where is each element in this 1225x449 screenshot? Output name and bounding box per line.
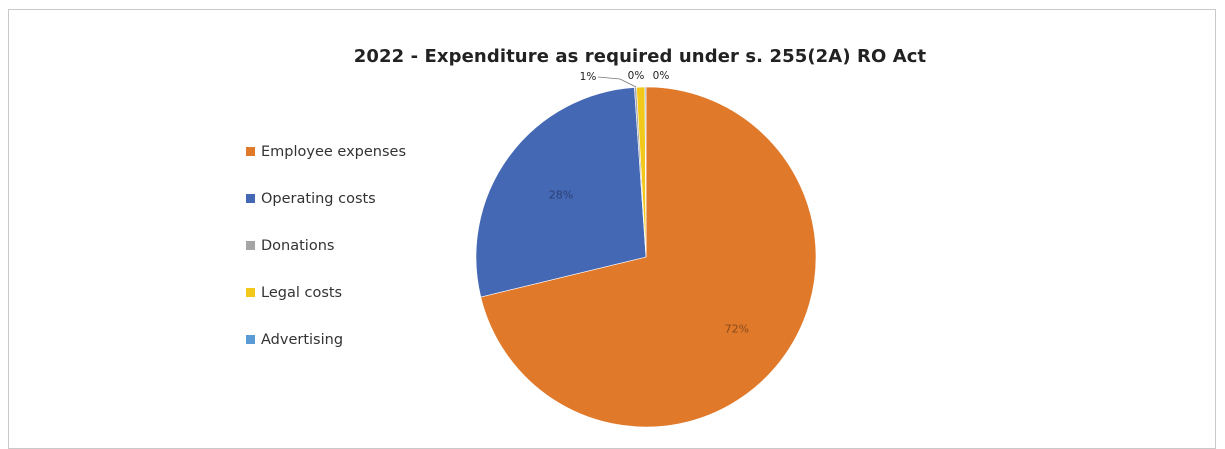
legend-item-donations: Donations bbox=[246, 222, 406, 269]
pie-chart: 72% 28% 1% 0% 0% bbox=[475, 70, 817, 428]
legend-swatch-operating-costs bbox=[246, 194, 255, 203]
legend-item-operating-costs: Operating costs bbox=[246, 175, 406, 222]
legend: Employee expenses Operating costs Donati… bbox=[246, 128, 406, 363]
legend-label-employee-expenses: Employee expenses bbox=[261, 143, 407, 160]
legend-swatch-employee-expenses bbox=[246, 147, 255, 156]
leader-line-donations bbox=[597, 76, 637, 88]
legend-item-advertising: Advertising bbox=[246, 316, 406, 363]
legend-label-advertising: Advertising bbox=[261, 331, 344, 348]
legend-swatch-advertising bbox=[246, 335, 255, 344]
legend-swatch-donations bbox=[246, 241, 255, 250]
legend-label-donations: Donations bbox=[261, 237, 335, 254]
data-label-donations: 1% bbox=[580, 71, 597, 83]
pie-slice-employee-expenses bbox=[480, 86, 817, 428]
data-label-legal-costs: 0% bbox=[628, 70, 645, 82]
chart-title: 2022 - Expenditure as required under s. … bbox=[353, 46, 927, 67]
legend-item-employee-expenses: Employee expenses bbox=[246, 128, 406, 175]
data-label-operating-costs: 28% bbox=[549, 189, 573, 202]
legend-label-legal-costs: Legal costs bbox=[261, 284, 343, 301]
legend-item-legal-costs: Legal costs bbox=[246, 269, 406, 316]
data-label-employee-expenses: 72% bbox=[725, 323, 749, 336]
data-label-advertising: 0% bbox=[653, 70, 670, 82]
pie-slice-operating-costs bbox=[475, 87, 647, 298]
legend-swatch-legal-costs bbox=[246, 288, 255, 297]
legend-label-operating-costs: Operating costs bbox=[261, 190, 376, 207]
pie-slice-advertising bbox=[644, 86, 647, 258]
